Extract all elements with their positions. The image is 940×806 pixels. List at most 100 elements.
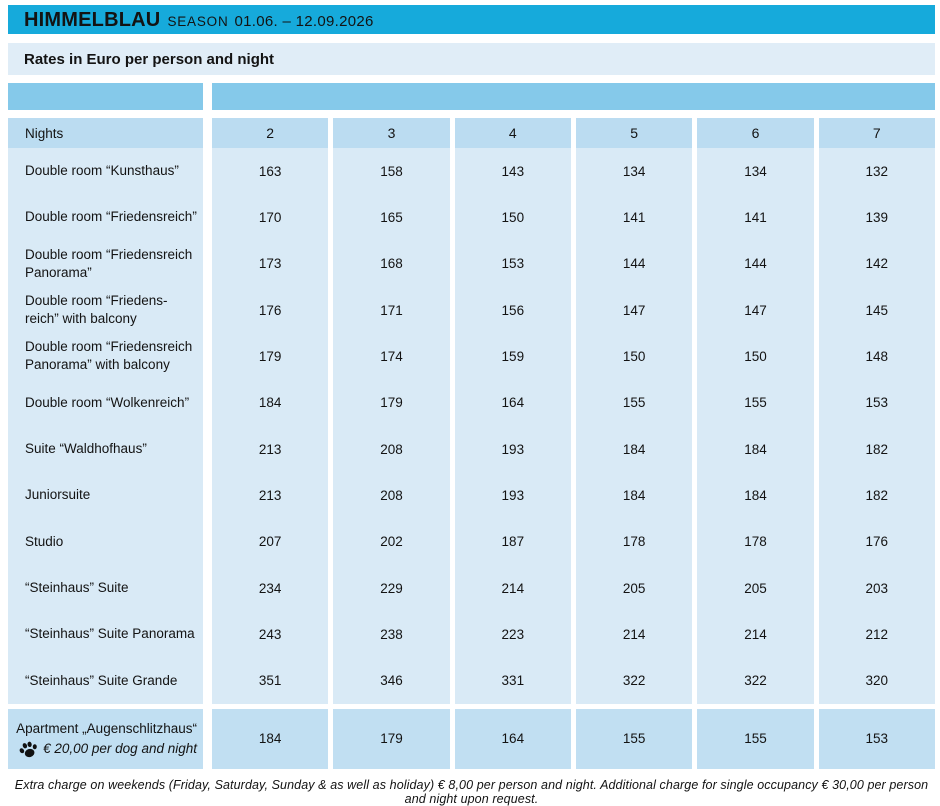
rate-cell: 205 [697,564,814,612]
title-band-content: HIMMELBLAU SEASON 01.06. – 12.09.2026 [24,9,374,32]
rate-cell: 322 [575,657,693,704]
rate-cell: 142 [818,240,935,287]
rate-values: 163 158 143 134 134 132 [212,148,935,195]
rate-cell: 203 [818,564,935,612]
room-label: Double room “Friedensreich Panorama” [8,240,203,287]
rate-cell: 153 [818,379,935,426]
rate-cell: 141 [575,194,693,241]
rate-cell: 184 [697,425,814,473]
rate-cell: 212 [818,611,935,658]
dog-fee-note: € 20,00 per dog and night [43,741,197,757]
brand-title: HIMMELBLAU [24,9,161,31]
footnote-text: Extra charge on weekends (Friday, Saturd… [14,777,929,806]
room-label: Juniorsuite [8,472,203,519]
table-row: Double room “Friedensreich Panorama” 173 1… [8,240,935,287]
rate-cell: 144 [575,240,693,287]
rate-cell: 165 [333,194,450,241]
rate-cell: 320 [818,657,935,704]
rate-cell: 176 [818,518,935,565]
nights-column-header: 4 [454,118,571,148]
rate-cell: 164 [454,708,571,769]
rate-values: 351 346 331 322 322 320 [212,657,935,704]
room-label: Double room “Friedensreich Panorama” wit… [8,333,203,380]
rate-cell: 143 [454,148,571,195]
rate-cell: 168 [333,240,450,287]
subheader-band: Rates in Euro per person and night [8,43,935,75]
rate-cell: 144 [697,240,814,287]
nights-column-header: 2 [212,118,329,148]
rate-cell: 229 [333,564,450,612]
rate-cell: 322 [697,657,814,704]
room-label: Double room “Wolkenreich” [8,379,203,426]
rate-values: 207 202 187 178 178 176 [212,518,935,565]
accent-band-left [8,83,203,110]
rate-cell: 205 [575,564,693,612]
rate-values: 170 165 150 141 141 139 [212,194,935,241]
rate-cell: 193 [454,472,571,519]
rate-cell: 214 [575,611,693,658]
rate-cell: 193 [454,425,571,473]
table-row: Double room “Friedens- reich” with balco… [8,286,935,334]
accent-band-right [212,83,935,110]
rate-cell: 163 [212,148,329,195]
table-row: Double room “Friedensreich” 170 165 150 141 1… [8,194,935,241]
rate-cell: 214 [697,611,814,658]
rate-cell: 176 [212,286,329,334]
rate-cell: 331 [454,657,571,704]
rate-cell: 174 [333,333,450,380]
room-label: Double room “Friedens- reich” with balco… [8,286,203,334]
rate-cell: 238 [333,611,450,658]
rate-cell: 134 [697,148,814,195]
accent-band-gap [203,83,212,110]
rate-cell: 223 [454,611,571,658]
apartment-label: Apartment „Augenschlitzhaus“ [16,721,197,737]
rate-cell: 158 [333,148,450,195]
rate-cell: 145 [818,286,935,334]
rate-cell: 134 [575,148,693,195]
rate-cell: 179 [333,379,450,426]
rate-values: 179 174 159 150 150 148 [212,333,935,380]
rate-cell: 139 [818,194,935,241]
rate-cell: 150 [697,333,814,380]
rate-values: 243 238 223 214 214 212 [212,611,935,658]
rate-cell: 147 [575,286,693,334]
table-body: Double room “Kunsthaus” 163 158 143 134 134 13… [8,148,935,704]
rate-cell: 153 [454,240,571,287]
title-band: HIMMELBLAU SEASON 01.06. – 12.09.2026 [8,5,935,34]
rate-values: 173 168 153 144 144 142 [212,240,935,287]
room-label: Double room “Kunsthaus” [8,148,203,195]
rate-cell: 178 [697,518,814,565]
table-row: “Steinhaus” Suite Grande 351 346 331 322 322 3… [8,657,935,704]
nights-column-header: 5 [575,118,693,148]
rate-values: 176 171 156 147 147 145 [212,286,935,334]
rate-cell: 164 [454,379,571,426]
rate-cell: 351 [212,657,329,704]
apartment-row: Apartment „Augenschlitzhaus“ € 20,00 per… [8,708,935,769]
table-row: Suite “Waldhofhaus” 213 208 193 184 184 182 [8,425,935,473]
rate-cell: 155 [697,379,814,426]
season-label: SEASON [167,14,229,29]
rate-cell: 179 [212,333,329,380]
nights-column-header: 7 [818,118,935,148]
season-dates: 01.06. – 12.09.2026 [234,13,374,30]
rate-cell: 213 [212,425,329,473]
room-label: Suite “Waldhofhaus” [8,425,203,473]
rate-cell: 182 [818,472,935,519]
paw-icon [19,741,37,758]
subheader-text: Rates in Euro per person and night [24,50,275,68]
rate-cell: 214 [454,564,571,612]
room-label: “Steinhaus” Suite [8,564,203,612]
table-row: Studio 207 202 187 178 178 176 [8,518,935,565]
rate-cell: 202 [333,518,450,565]
rate-cell: 173 [212,240,329,287]
table-row: “Steinhaus” Suite 234 229 214 205 205 203 [8,564,935,612]
room-label: “Steinhaus” Suite Grande [8,657,203,704]
rate-cell: 346 [333,657,450,704]
rate-cell: 155 [575,379,693,426]
apartment-values: 184 179 164 155 155 153 [212,708,935,769]
room-label: Studio [8,518,203,565]
rate-values: 234 229 214 205 205 203 [212,564,935,612]
